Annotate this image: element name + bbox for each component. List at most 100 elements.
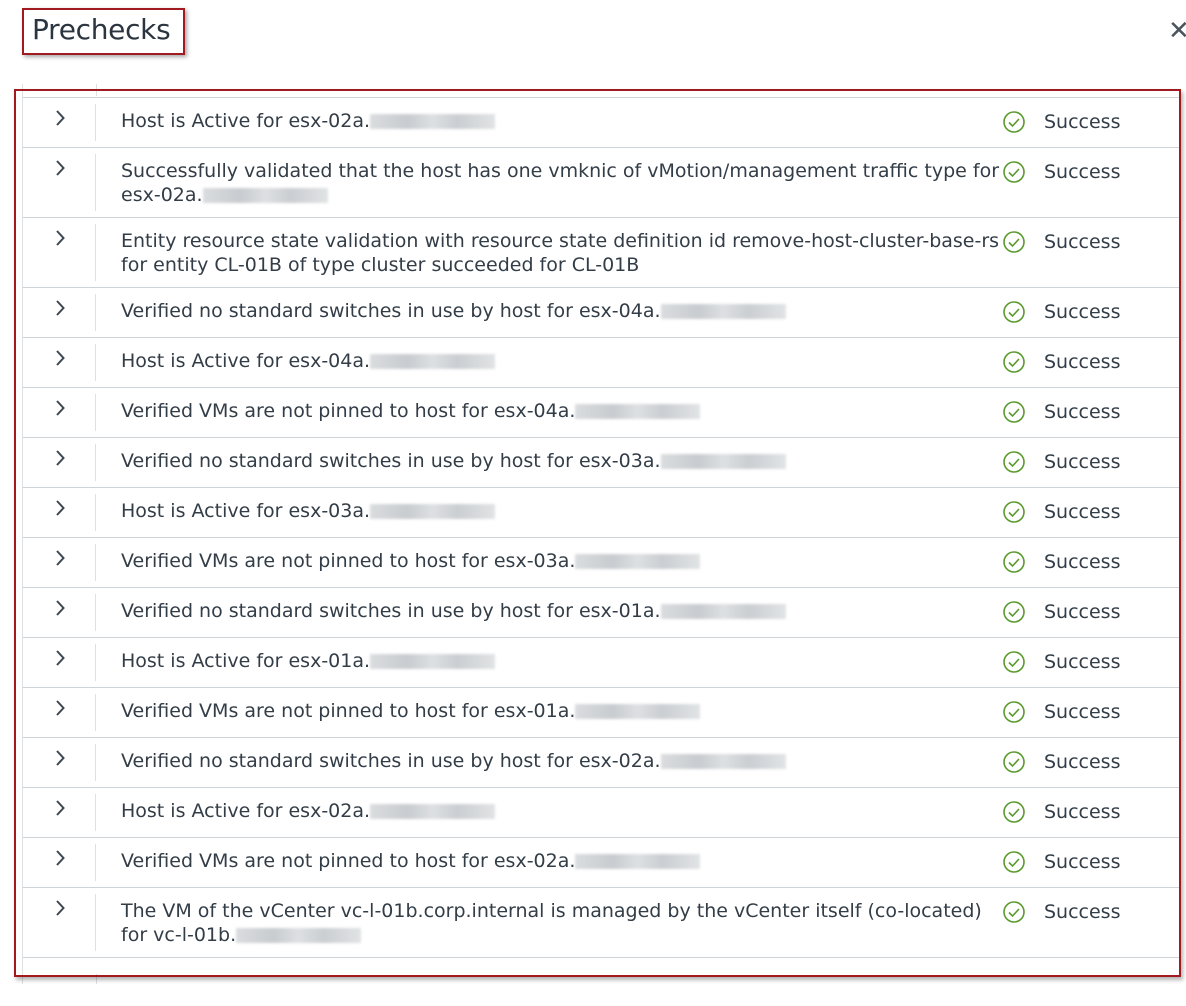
chevron-right-icon <box>55 850 65 866</box>
expand-row-button[interactable] <box>23 838 96 867</box>
expand-row-button[interactable] <box>23 98 96 127</box>
status-cell: Success <box>1000 98 1180 134</box>
expand-row-button[interactable] <box>23 538 96 567</box>
expand-row-button[interactable] <box>23 218 96 247</box>
expand-row-button[interactable] <box>23 488 96 517</box>
expand-row-button[interactable] <box>23 638 96 667</box>
precheck-message: Host is Active for esx-03a. <box>96 488 1000 533</box>
chevron-right-icon <box>55 750 65 766</box>
success-check-icon <box>1003 851 1025 873</box>
precheck-text: Host is Active for esx-03a. <box>121 500 371 522</box>
chevron-right-icon <box>55 350 65 366</box>
status-cell: Success <box>1000 438 1180 474</box>
success-check-icon <box>1003 161 1025 183</box>
column-divider <box>95 104 96 141</box>
success-check-icon <box>1003 401 1025 423</box>
chevron-right-icon <box>55 110 65 126</box>
precheck-message: Host is Active for esx-02a. <box>96 98 1000 143</box>
expand-row-button[interactable] <box>23 588 96 617</box>
column-divider <box>95 224 96 281</box>
precheck-row: Verified no standard switches in use by … <box>23 588 1180 638</box>
redacted-domain <box>660 454 786 469</box>
status-cell: Success <box>1000 688 1180 724</box>
precheck-text: Host is Active for esx-02a. <box>121 110 371 132</box>
status-cell: Success <box>1000 638 1180 674</box>
redacted-domain <box>202 188 328 203</box>
expand-row-button[interactable] <box>23 888 96 917</box>
status-text: Success <box>1044 701 1121 723</box>
redacted-domain <box>660 304 786 319</box>
expand-row-button[interactable] <box>23 788 96 817</box>
redacted-domain <box>575 854 701 869</box>
chevron-right-icon <box>55 550 65 566</box>
redacted-domain <box>370 114 496 129</box>
expand-row-button[interactable] <box>23 288 96 317</box>
status-text: Success <box>1044 751 1121 773</box>
success-check-icon <box>1003 651 1025 673</box>
redacted-domain <box>236 928 362 943</box>
success-check-icon <box>1003 231 1025 253</box>
redacted-domain <box>660 604 786 619</box>
precheck-message: Verified VMs are not pinned to host for … <box>96 838 1000 883</box>
chevron-right-icon <box>55 400 65 416</box>
column-divider <box>96 974 97 984</box>
expand-row-button[interactable] <box>23 338 96 367</box>
precheck-row: Host is Active for esx-03a. Success <box>23 488 1180 538</box>
expand-row-button[interactable] <box>23 388 96 417</box>
precheck-text: Successfully validated that the host has… <box>121 160 1000 206</box>
chevron-right-icon <box>55 230 65 246</box>
redacted-domain <box>660 754 786 769</box>
precheck-row: Verified no standard switches in use by … <box>23 438 1180 488</box>
status-text: Success <box>1044 451 1121 473</box>
chevron-right-icon <box>55 650 65 666</box>
precheck-message: Successfully validated that the host has… <box>96 148 1000 217</box>
redacted-domain <box>370 654 496 669</box>
precheck-text: Verified no standard switches in use by … <box>121 600 661 622</box>
header-divider <box>23 97 1181 98</box>
precheck-row: Verified no standard switches in use by … <box>23 738 1180 788</box>
precheck-message: Host is Active for esx-01a. <box>96 638 1000 683</box>
precheck-text: Verified VMs are not pinned to host for … <box>121 550 576 572</box>
precheck-text: Verified VMs are not pinned to host for … <box>121 700 576 722</box>
success-check-icon <box>1003 301 1025 323</box>
column-divider <box>95 444 96 481</box>
precheck-message: Verified VMs are not pinned to host for … <box>96 538 1000 583</box>
status-text: Success <box>1044 111 1121 133</box>
precheck-text: Host is Active for esx-01a. <box>121 650 371 672</box>
expand-row-button[interactable] <box>23 688 96 717</box>
status-text: Success <box>1044 601 1121 623</box>
precheck-message: Verified no standard switches in use by … <box>96 438 1000 483</box>
column-divider <box>95 844 96 881</box>
column-divider <box>95 154 96 211</box>
precheck-row: Host is Active for esx-02a. Success <box>23 788 1180 838</box>
status-cell: Success <box>1000 888 1180 924</box>
precheck-text: Verified no standard switches in use by … <box>121 300 661 322</box>
precheck-message: Verified no standard switches in use by … <box>96 738 1000 783</box>
status-cell: Success <box>1000 788 1180 824</box>
column-divider <box>95 494 96 531</box>
column-divider <box>95 644 96 681</box>
column-divider <box>96 84 97 96</box>
precheck-row: Verified VMs are not pinned to host for … <box>23 538 1180 588</box>
status-cell: Success <box>1000 838 1180 874</box>
column-divider <box>95 794 96 831</box>
status-text: Success <box>1044 231 1121 253</box>
precheck-row: Host is Active for esx-01a. Success <box>23 638 1180 688</box>
column-divider <box>95 344 96 381</box>
expand-row-button[interactable] <box>23 438 96 467</box>
status-cell: Success <box>1000 738 1180 774</box>
redacted-domain <box>370 804 496 819</box>
precheck-message: Verified VMs are not pinned to host for … <box>96 388 1000 433</box>
expand-row-button[interactable] <box>23 148 96 177</box>
column-divider <box>95 694 96 731</box>
success-check-icon <box>1003 111 1025 133</box>
expand-row-button[interactable] <box>23 738 96 767</box>
close-icon[interactable]: ✕ <box>1168 16 1186 46</box>
status-cell: Success <box>1000 388 1180 424</box>
status-text: Success <box>1044 301 1121 323</box>
status-text: Success <box>1044 401 1121 423</box>
status-text: Success <box>1044 651 1121 673</box>
precheck-text: Verified VMs are not pinned to host for … <box>121 850 576 872</box>
precheck-row: Verified VMs are not pinned to host for … <box>23 388 1180 438</box>
chevron-right-icon <box>55 700 65 716</box>
